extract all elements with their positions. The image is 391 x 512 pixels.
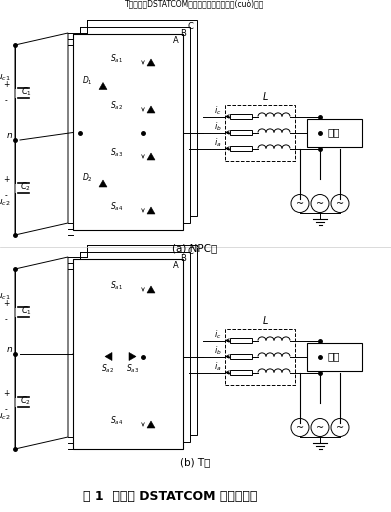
Text: (a) NPC型: (a) NPC型 xyxy=(172,243,218,253)
Text: B: B xyxy=(180,29,186,38)
Text: n: n xyxy=(7,345,13,353)
Text: $C_2$: $C_2$ xyxy=(20,394,32,407)
Text: $u_{c2}$: $u_{c2}$ xyxy=(0,197,10,208)
Text: T型三電平DSTATCOM功率器件開路故障容錯(cuò)控制: T型三電平DSTATCOM功率器件開路故障容錯(cuò)控制 xyxy=(125,1,265,10)
Bar xyxy=(80,252,190,442)
Text: (b) T型: (b) T型 xyxy=(180,457,210,467)
Text: 負載: 負載 xyxy=(328,127,340,138)
Polygon shape xyxy=(147,207,155,214)
Bar xyxy=(307,118,362,146)
Circle shape xyxy=(311,418,329,437)
Bar xyxy=(307,343,362,371)
Text: +: + xyxy=(3,389,9,398)
Bar xyxy=(230,354,252,359)
Text: $u_{c2}$: $u_{c2}$ xyxy=(0,411,10,422)
Text: ~: ~ xyxy=(336,199,344,208)
Text: $S_{a2}$: $S_{a2}$ xyxy=(102,362,115,375)
Text: n: n xyxy=(7,131,13,139)
Text: $C_1$: $C_1$ xyxy=(20,86,32,98)
Polygon shape xyxy=(129,352,136,360)
Text: 負載: 負載 xyxy=(328,352,340,361)
Text: $L$: $L$ xyxy=(262,314,269,327)
Text: A: A xyxy=(173,36,179,45)
Text: $S_{a3}$: $S_{a3}$ xyxy=(110,147,123,159)
Text: $S_{a4}$: $S_{a4}$ xyxy=(110,201,123,214)
Text: B: B xyxy=(180,254,186,263)
Text: 图 1  三电平 DSTATCOM 系统结构图: 图 1 三电平 DSTATCOM 系统结构图 xyxy=(83,490,257,503)
Text: $i_b$: $i_b$ xyxy=(214,120,222,133)
Text: A: A xyxy=(173,261,179,270)
Text: $S_{a2}$: $S_{a2}$ xyxy=(110,100,123,112)
Polygon shape xyxy=(99,82,107,90)
Bar xyxy=(230,130,252,135)
Bar xyxy=(73,34,183,230)
Bar xyxy=(230,338,252,343)
Text: $i_c$: $i_c$ xyxy=(214,328,222,341)
Bar xyxy=(87,245,197,435)
Text: +: + xyxy=(3,299,9,308)
Text: $i_b$: $i_b$ xyxy=(214,344,222,357)
Text: $S_{a3}$: $S_{a3}$ xyxy=(126,362,140,375)
Bar xyxy=(230,146,252,151)
Text: +: + xyxy=(3,175,9,184)
Text: $D_2$: $D_2$ xyxy=(82,172,93,184)
Text: $D_1$: $D_1$ xyxy=(82,74,93,87)
Text: ~: ~ xyxy=(316,199,324,208)
Text: -: - xyxy=(5,315,7,324)
Bar xyxy=(230,114,252,119)
Text: -: - xyxy=(5,96,7,105)
Text: $i_a$: $i_a$ xyxy=(214,136,222,149)
Text: ~: ~ xyxy=(296,422,304,433)
Text: ~: ~ xyxy=(296,199,304,208)
Circle shape xyxy=(291,418,309,437)
Polygon shape xyxy=(147,153,155,160)
Text: $i_a$: $i_a$ xyxy=(214,360,222,373)
Text: C: C xyxy=(187,247,193,256)
Text: $u_{c1}$: $u_{c1}$ xyxy=(0,291,10,302)
Polygon shape xyxy=(147,286,155,293)
Bar xyxy=(73,259,183,449)
Text: +: + xyxy=(3,80,9,89)
Circle shape xyxy=(331,418,349,437)
Text: $C_1$: $C_1$ xyxy=(20,304,32,317)
Circle shape xyxy=(291,195,309,212)
Polygon shape xyxy=(147,106,155,113)
Polygon shape xyxy=(105,352,112,360)
Text: $S_{a1}$: $S_{a1}$ xyxy=(110,53,123,65)
Bar xyxy=(225,329,295,385)
Text: $i_c$: $i_c$ xyxy=(214,104,222,117)
Bar xyxy=(225,104,295,160)
Text: $S_{a1}$: $S_{a1}$ xyxy=(110,280,123,292)
Text: C: C xyxy=(187,22,193,31)
Text: -: - xyxy=(5,191,7,200)
Polygon shape xyxy=(147,421,155,428)
Text: $L$: $L$ xyxy=(262,91,269,102)
Bar xyxy=(87,20,197,216)
Text: $C_2$: $C_2$ xyxy=(20,180,32,193)
Circle shape xyxy=(311,195,329,212)
Bar xyxy=(230,370,252,375)
Text: ~: ~ xyxy=(336,422,344,433)
Text: $S_{a4}$: $S_{a4}$ xyxy=(110,415,123,427)
Polygon shape xyxy=(147,59,155,66)
Text: -: - xyxy=(5,405,7,414)
Bar xyxy=(80,27,190,223)
Text: $u_{c1}$: $u_{c1}$ xyxy=(0,72,10,83)
Text: ~: ~ xyxy=(316,422,324,433)
Circle shape xyxy=(331,195,349,212)
Polygon shape xyxy=(99,180,107,187)
